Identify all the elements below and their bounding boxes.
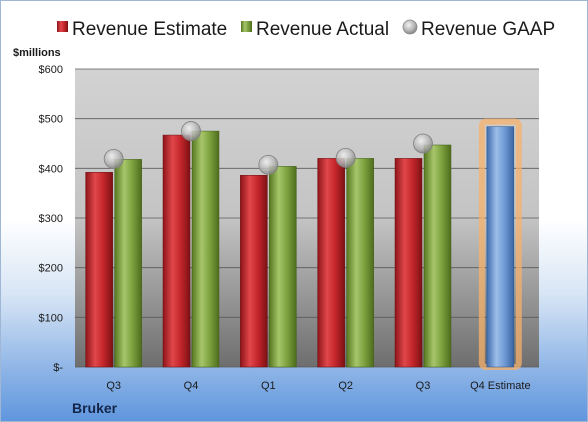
legend-label-gaap: Revenue GAAP xyxy=(421,19,555,40)
x-axis-ticks: Q3 Q4 Q1 Q2 Q3 Q4 Estimate xyxy=(106,380,530,392)
y-tick-label: $- xyxy=(53,362,63,374)
y-tick-label: $400 xyxy=(39,163,63,175)
marker-revenue-gaap xyxy=(103,148,124,169)
x-tick-label: Q3 xyxy=(106,380,121,392)
marker-revenue-gaap xyxy=(335,148,356,168)
bar-revenue-actual xyxy=(114,159,142,368)
bar-q4-estimate xyxy=(486,126,515,368)
company-label: Bruker xyxy=(72,400,118,416)
y-tick-label: $200 xyxy=(39,263,63,275)
x-tick-label: Q1 xyxy=(261,380,276,392)
legend-label-actual: Revenue Actual xyxy=(256,19,389,40)
bar-revenue-actual xyxy=(423,144,452,368)
bar-revenue-actual xyxy=(191,130,220,368)
legend-label-estimate: Revenue Estimate xyxy=(72,19,227,40)
legend-swatch-estimate xyxy=(57,21,68,32)
y-tick-label: $100 xyxy=(39,312,63,324)
bar-revenue-estimate xyxy=(394,158,423,368)
y-tick-label: $600 xyxy=(39,64,63,76)
legend-swatch-actual xyxy=(241,21,252,32)
marker-revenue-gaap xyxy=(413,133,433,154)
y-axis-unit-label: $millions xyxy=(13,47,61,59)
x-tick-label: Q4 xyxy=(184,380,199,392)
bars xyxy=(85,118,522,371)
gridlines xyxy=(75,68,539,368)
marker-revenue-gaap xyxy=(181,121,201,141)
bar-revenue-estimate xyxy=(317,158,345,368)
bar-revenue-estimate xyxy=(85,172,113,368)
legend-swatch-gaap xyxy=(402,19,418,35)
x-tick-label: Q2 xyxy=(338,380,353,392)
marker-revenue-gaap xyxy=(258,154,279,175)
y-axis-ticks: $- $100 $200 $300 $400 $500 $600 xyxy=(39,64,64,374)
x-tick-label: Q4 Estimate xyxy=(470,380,531,392)
bar-revenue-actual xyxy=(346,158,374,368)
bar-revenue-actual xyxy=(269,166,297,368)
bar-revenue-estimate xyxy=(240,175,268,368)
y-tick-label: $300 xyxy=(39,213,63,225)
x-tick-label: Q3 xyxy=(416,380,431,392)
bar-revenue-estimate xyxy=(162,134,191,368)
y-tick-label: $500 xyxy=(39,114,63,126)
legend: Revenue Estimate Revenue Actual Revenue … xyxy=(57,19,555,40)
gaap-markers xyxy=(103,121,433,175)
